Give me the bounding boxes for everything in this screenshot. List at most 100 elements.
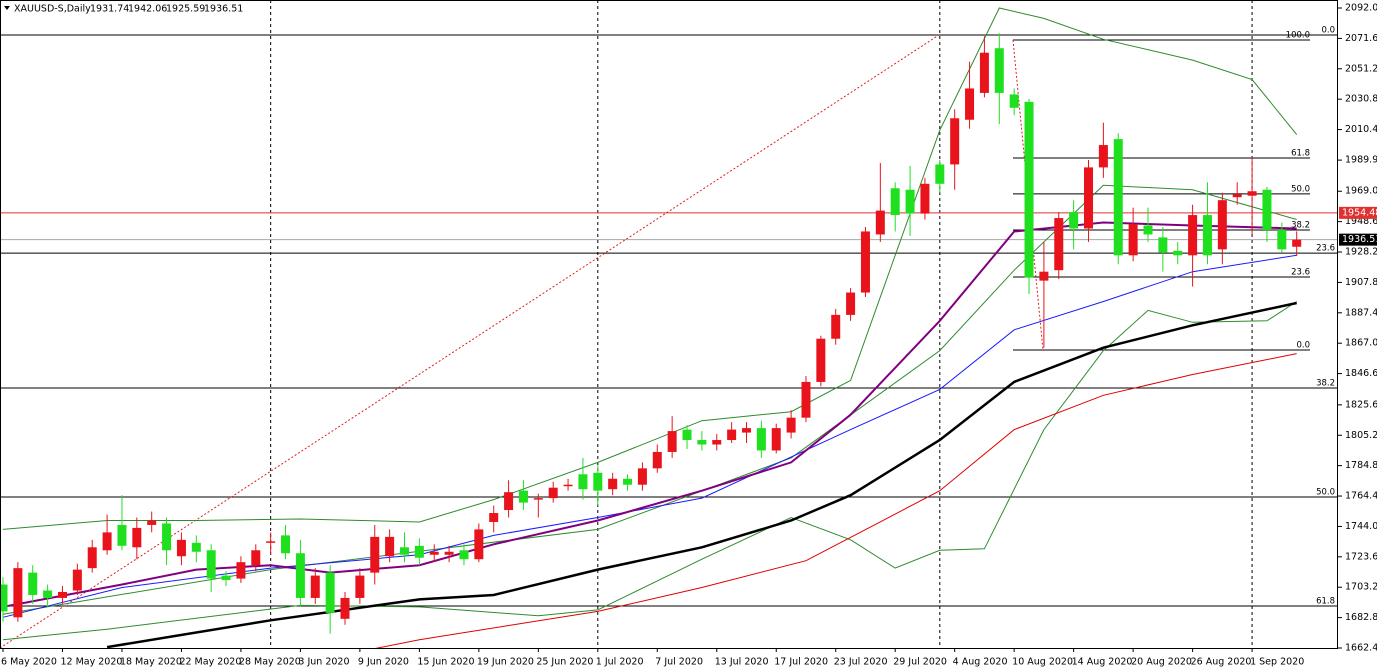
fibo-label: 50.0 — [1291, 184, 1310, 194]
y-tick-label: 2030.80 — [1345, 94, 1377, 105]
indicator-line — [2, 184, 1297, 615]
candle-body — [57, 591, 67, 598]
y-tick-label: 1948.60 — [1345, 216, 1377, 227]
candle-body — [1128, 224, 1138, 256]
price-label-box — [1339, 206, 1377, 219]
candle-body — [504, 492, 514, 511]
candle-body — [548, 487, 558, 499]
candle-body — [295, 553, 305, 598]
candle-body — [727, 429, 737, 441]
candle-body — [697, 440, 707, 445]
fibo-trend-line — [0, 34, 940, 648]
candle-body — [623, 478, 633, 485]
candle-body — [1292, 239, 1302, 247]
candle-body — [1024, 101, 1034, 278]
fibo-label: 23.6 — [1291, 268, 1310, 278]
header-value: 1925.59 — [166, 4, 205, 15]
candle-body — [191, 542, 201, 552]
x-tick-label: 23 Jul 2020 — [834, 657, 888, 668]
candle-body — [0, 584, 8, 612]
x-tick-label: 29 Jul 2020 — [893, 657, 947, 668]
candle-body — [1262, 189, 1272, 230]
candle-body — [370, 536, 380, 573]
x-tick-label: 25 Jun 2020 — [536, 657, 593, 668]
x-tick-label: 28 May 2020 — [239, 657, 301, 668]
y-tick-label: 1846.60 — [1345, 368, 1377, 379]
candle-body — [608, 478, 618, 490]
candle-body — [340, 597, 350, 619]
y-tick-label: 2071.60 — [1345, 33, 1377, 44]
fibo-label: 0.0 — [1321, 25, 1335, 35]
candle-body — [221, 575, 231, 581]
x-tick-label: 10 Aug 2020 — [1012, 657, 1073, 668]
candle-body — [846, 292, 856, 315]
candle-body — [414, 545, 424, 558]
candle-body — [920, 183, 930, 214]
x-tick-label: 7 Jul 2020 — [655, 657, 703, 668]
candle-body — [965, 88, 975, 120]
x-tick-label: 19 Jun 2020 — [477, 657, 534, 668]
y-tick-label: 1805.20 — [1345, 430, 1377, 441]
x-tick-label: 6 May 2020 — [1, 657, 57, 668]
candle-body — [1054, 218, 1064, 271]
header-value: 1942.06 — [128, 4, 167, 15]
candle-body — [1098, 145, 1108, 168]
x-tick-label: 17 Jul 2020 — [774, 657, 828, 668]
fibo-label: 38.2 — [1291, 220, 1310, 230]
x-tick-label: 3 Jun 2020 — [298, 657, 349, 668]
y-tick-label: 1867.00 — [1345, 338, 1377, 349]
x-tick-label: 26 Aug 2020 — [1191, 657, 1252, 668]
candle-body — [652, 451, 662, 469]
candle-body — [281, 535, 291, 554]
x-tick-label: 18 May 2020 — [120, 657, 182, 668]
candle-body — [1039, 271, 1049, 281]
candle-body — [176, 539, 186, 557]
y-tick-label: 2051.20 — [1345, 63, 1377, 74]
candle-body — [905, 189, 915, 214]
candle-body — [1158, 237, 1168, 253]
candle-body — [667, 431, 677, 452]
y-tick-label: 1825.60 — [1345, 399, 1377, 410]
plot-area: 0.0 23.6 38.2 50.0 61.8 100.0 61.8 50.0 38.2 23.6… — [0, 0, 1338, 648]
candle-body — [236, 562, 246, 579]
candle-body — [325, 572, 335, 613]
x-tick-label: 22 May 2020 — [179, 657, 241, 668]
candle-body — [162, 523, 172, 551]
indicator-line — [375, 353, 1297, 648]
indicator-line — [2, 301, 1297, 641]
y-tick-label: 1784.80 — [1345, 460, 1377, 471]
candle-body — [1188, 215, 1198, 256]
candle-body — [742, 428, 751, 433]
candle-body — [1069, 212, 1079, 229]
candle-body — [1143, 225, 1153, 235]
x-tick-label: 14 Aug 2020 — [1072, 657, 1133, 668]
candle-body — [355, 575, 365, 598]
candle-body — [563, 484, 573, 487]
fibo-label: 0.0 — [1296, 341, 1310, 351]
candle-body — [102, 532, 112, 551]
candle-body — [474, 529, 484, 560]
indicator-line — [2, 254, 1297, 618]
candle-body — [994, 48, 1004, 93]
candle-body — [1202, 215, 1212, 256]
candle-body — [1247, 191, 1257, 196]
candle-body — [206, 550, 216, 579]
x-tick-label: 4 Aug 2020 — [953, 657, 1008, 668]
y-tick-label: 1907.80 — [1345, 277, 1377, 288]
plot-border — [0, 0, 1338, 649]
candle-body — [399, 547, 409, 555]
candle-body — [132, 527, 142, 548]
candle-body — [771, 428, 781, 451]
y-tick-label: 1764.40 — [1345, 491, 1377, 502]
fibo-label: 23.6 — [1316, 244, 1335, 254]
candle-body — [831, 314, 841, 339]
y-tick-label: 1887.40 — [1345, 307, 1377, 318]
candle-body — [28, 572, 38, 595]
candle-body — [935, 164, 945, 184]
price-label-box — [1339, 233, 1377, 246]
collapse-icon[interactable] — [4, 6, 10, 10]
candle-body — [1173, 250, 1183, 256]
candle-body — [786, 417, 796, 433]
candle-body — [87, 547, 97, 569]
